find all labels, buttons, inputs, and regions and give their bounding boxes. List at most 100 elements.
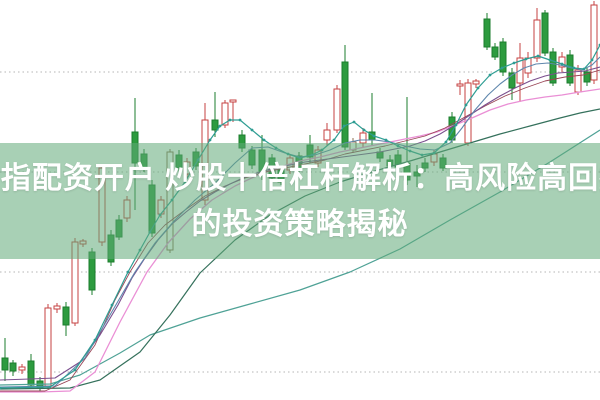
candle-body-g [107, 234, 115, 263]
ma-fast-teal-marker [250, 128, 254, 132]
candle-body-r [201, 119, 209, 201]
ma-fast-teal-marker [536, 54, 540, 58]
ma-fast-teal-marker [196, 158, 200, 162]
ma-fast-teal-marker [590, 58, 594, 62]
candle-body-r [79, 240, 87, 245]
ma-fast-teal-marker [488, 73, 492, 77]
ma-fast-teal-marker [408, 149, 412, 153]
candle-body-r [558, 56, 566, 68]
candle-body-g [1, 357, 9, 371]
candle-body-g [549, 51, 557, 84]
ma-fast-teal-marker [548, 58, 552, 62]
candle-body-r [323, 129, 331, 141]
ma-fast-teal-marker [126, 270, 130, 274]
candle-body-g [140, 153, 148, 169]
ma-fast-teal-marker [560, 62, 564, 66]
ma-fast-teal-marker [183, 180, 187, 184]
candle-body-g [566, 54, 574, 84]
ma-fast-teal-marker [476, 86, 480, 90]
candle-body-g [27, 360, 35, 386]
ma-fast-teal-marker [262, 138, 266, 142]
ma-fast-teal-marker [170, 198, 174, 202]
candle-body-g [211, 119, 219, 131]
ma-fast-teal-marker [352, 120, 356, 124]
candle-body-g [341, 61, 349, 148]
ma-fast-teal-marker [384, 138, 388, 142]
candle-body-r [221, 102, 229, 126]
ma-fast-teal-marker [218, 124, 222, 128]
ma-fast-teal-marker [48, 385, 52, 389]
candle-body-r [333, 88, 341, 131]
candle-body-r [574, 69, 582, 93]
ma-maroon [0, 69, 600, 392]
candle-body-r [18, 366, 26, 371]
candle-body-r [430, 153, 438, 163]
ma-fast-teal-marker [372, 134, 376, 138]
candle-body-r [123, 199, 131, 219]
candle-body-g [499, 41, 507, 73]
ma-fast-teal-marker [158, 213, 162, 217]
ma-fast-teal-marker [138, 248, 142, 252]
candle-body-g [115, 219, 123, 238]
ma-blue [0, 56, 600, 388]
candle-body-r [229, 99, 237, 103]
ma-fast-teal-marker [332, 138, 336, 142]
ma-fast-teal-marker [73, 368, 77, 372]
ma-fast-teal-marker [572, 66, 576, 70]
candle-body-g [439, 157, 447, 169]
ma-fast-teal-marker [362, 128, 366, 132]
candle-body-r [53, 305, 61, 310]
ma-fast-teal-marker [0, 386, 2, 390]
candle-body-g [62, 306, 70, 326]
candle-body-g [413, 171, 421, 177]
ma-fast-teal-marker [420, 153, 424, 157]
ma-fast-teal-marker [582, 67, 586, 71]
candle-body-r [183, 161, 191, 175]
ma-fast-teal-marker [454, 123, 458, 127]
candle-body-r [472, 80, 480, 85]
candle-body-g [491, 46, 499, 58]
candle-body-g [541, 12, 549, 54]
ma-fast-teal-marker [310, 153, 314, 157]
candle-body-r [44, 307, 52, 387]
candle-body-r [533, 19, 541, 59]
ma-fast-teal-marker [464, 103, 468, 107]
candle-body-r [456, 83, 464, 87]
candle-body-g [376, 151, 384, 159]
candle-body-g [483, 18, 491, 48]
ma-fast-teal [0, 44, 600, 389]
candle-body-g [403, 162, 411, 181]
ma-fast-teal-marker [298, 156, 302, 160]
ma-fast-teal-marker [286, 152, 290, 156]
ma-fast-teal-marker [432, 151, 436, 155]
ma-fast-teal-marker [93, 338, 97, 342]
ma-fast-teal-marker [208, 138, 212, 142]
candle-body-g [277, 169, 285, 183]
ma-fast-teal-marker [524, 57, 528, 61]
candle-body-g [88, 251, 96, 291]
candle-body-g [248, 149, 256, 166]
candle-body-g [421, 162, 429, 169]
ma-fast-teal-marker [238, 118, 242, 122]
candle-body-g [9, 362, 17, 372]
ma-fast-teal-marker [320, 148, 324, 152]
candle-body-r [464, 82, 472, 144]
ma-fast-teal-marker [396, 144, 400, 148]
candle-body-r [98, 167, 106, 243]
ma-purple [0, 66, 600, 381]
ma-fast-teal-marker [512, 61, 516, 65]
candle-body-r [71, 241, 79, 324]
candle-body-r [590, 4, 598, 81]
candle-body-g [175, 154, 183, 169]
candle-body-g [583, 71, 591, 83]
ma-fast-teal-marker [110, 303, 114, 307]
ma-fast-teal-marker [500, 66, 504, 70]
ma-fast-teal-marker [274, 146, 278, 150]
candle-body-r [359, 132, 367, 144]
ma-fast-teal-marker [444, 140, 448, 144]
ma-fast-teal-marker [228, 118, 232, 122]
ma-fast-teal-marker [148, 230, 152, 234]
candle-body-g [131, 131, 139, 164]
